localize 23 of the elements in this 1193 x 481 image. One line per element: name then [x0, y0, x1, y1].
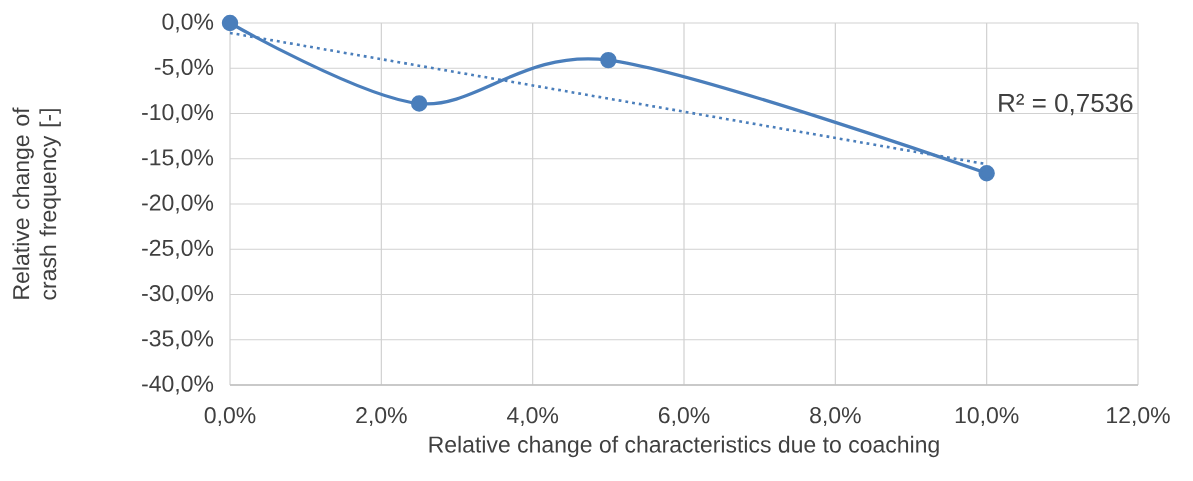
y-tick-label: -40,0%: [142, 375, 214, 395]
y-tick-label: -25,0%: [142, 239, 214, 259]
y-tick-label: -35,0%: [142, 330, 214, 350]
x-tick-label: 12,0%: [1107, 407, 1170, 427]
y-tick-label: -5,0%: [154, 58, 214, 78]
point: [410, 95, 428, 112]
point: [221, 14, 239, 32]
x-axis-title: Relative change of characteristics due to coaching: [429, 435, 939, 458]
x-tick-label: 0,0%: [204, 407, 256, 427]
y-tick-label: -30,0%: [142, 284, 214, 304]
y-tick-label: -15,0%: [142, 149, 214, 169]
y-tick-label: -10,0%: [142, 103, 214, 123]
annotation: R² = 0,7536: [999, 93, 1133, 116]
y-axis-title: Relative change of crash frequency [-]: [12, 107, 61, 300]
x-tick-label: 4,0%: [506, 407, 559, 427]
x-tick-label: 2,0%: [356, 407, 407, 427]
x-tick-label: 6,0%: [658, 407, 710, 427]
x-tick-label: 8,0%: [810, 407, 861, 427]
point: [600, 51, 617, 69]
y-tick-label: -20,0%: [142, 194, 214, 214]
x-tick-label: 10,0%: [955, 407, 1019, 427]
point: [978, 165, 995, 182]
y-tick-label: 0,0%: [162, 13, 214, 33]
